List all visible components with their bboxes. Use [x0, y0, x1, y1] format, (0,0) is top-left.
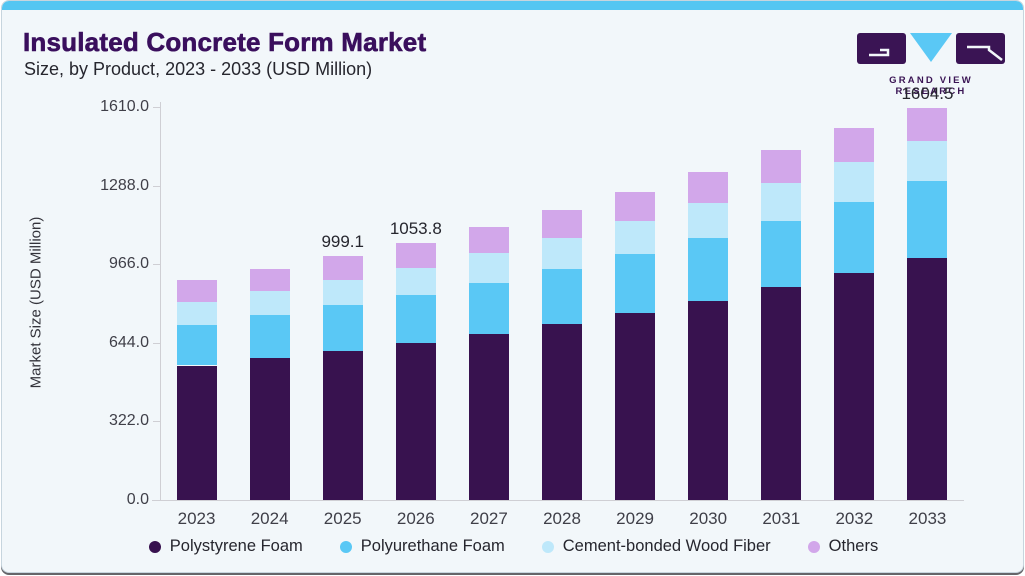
- bar-segment: [907, 258, 948, 500]
- bar-segment: [907, 108, 948, 141]
- bar-segment: [468, 333, 509, 500]
- bar-segment: [395, 267, 436, 295]
- bar-segment: [322, 280, 363, 306]
- bar-segment: [907, 181, 948, 259]
- legend-item: Others: [807, 537, 879, 556]
- bar-segment: [395, 242, 436, 268]
- bar-segment: [322, 305, 363, 352]
- page-subtitle: Size, by Product, 2023 - 2033 (USD Milli…: [24, 59, 373, 79]
- logo-text: GRAND VIEW RESEARCH: [889, 75, 973, 97]
- y-axis-tick-mark: [153, 107, 160, 108]
- bar-segment: [542, 210, 582, 238]
- bar-segment: [176, 301, 217, 325]
- legend-item: Cement-bonded Wood Fiber: [541, 537, 771, 556]
- bar-segment: [761, 220, 802, 288]
- bar-segment: [834, 273, 875, 500]
- bar-segment: [395, 294, 436, 344]
- legend-marker-icon: [807, 540, 820, 553]
- y-axis-tick-label: 0.0: [126, 491, 149, 508]
- x-axis-tick-label: 2033: [908, 509, 947, 528]
- legend-item: Polyurethane Foam: [339, 537, 505, 556]
- chart-legend: Polystyrene Foam Polyurethane Foam Cement-…: [2, 537, 1023, 556]
- bar-segment: [688, 238, 729, 301]
- bar-segment: [834, 201, 875, 274]
- x-axis-tick-label: 2027: [469, 509, 508, 528]
- bar-segment: [468, 282, 509, 334]
- y-axis-tick-mark: [153, 264, 160, 266]
- bar-segment: [468, 253, 509, 283]
- bar-segment: [176, 279, 217, 302]
- bar-segment: [615, 312, 656, 500]
- bar-segment: [468, 227, 509, 254]
- y-axis-tick-label: 966.0: [108, 255, 149, 273]
- legend-item: Polystyrene Foam: [148, 537, 303, 556]
- bar-segment: [322, 256, 363, 281]
- bar-segment: [249, 358, 290, 500]
- x-axis-tick-label: 2032: [835, 509, 874, 528]
- bar-total-label: 1604.5: [901, 84, 954, 104]
- y-axis-tick-label: 1610.0: [100, 98, 149, 115]
- y-axis-line: [160, 102, 161, 500]
- y-axis-title: Market Size (USD Million): [27, 216, 45, 389]
- bar-segment: [249, 268, 290, 292]
- y-axis-tick-label: 1288.0: [100, 176, 149, 194]
- legend-label: Polyurethane Foam: [360, 537, 505, 555]
- bar-segment: [615, 220, 656, 254]
- logo-icon: [857, 33, 1005, 64]
- legend-marker-icon: [339, 540, 352, 553]
- bar-segment: [761, 150, 802, 184]
- y-axis-tick-mark: [153, 421, 160, 423]
- bar-segment: [542, 268, 582, 324]
- x-axis-tick-label: 2023: [177, 509, 216, 528]
- legend-label: Polystyrene Foam: [169, 537, 303, 555]
- bar-segment: [688, 300, 729, 500]
- x-axis-tick-label: 2030: [689, 509, 728, 528]
- x-axis-tick-label: 2026: [396, 509, 435, 528]
- bar-segment: [176, 365, 217, 500]
- bar-segment: [688, 202, 729, 239]
- bar-segment: [542, 237, 582, 269]
- y-axis-tick-label: 322.0: [108, 412, 149, 430]
- bar-segment: [176, 324, 217, 366]
- bar-segment: [542, 323, 582, 500]
- legend-label: Cement-bonded Wood Fiber: [562, 537, 771, 555]
- x-axis-line: [152, 500, 964, 501]
- bar-total-label: 999.1: [321, 232, 364, 252]
- bar-segment: [688, 171, 729, 203]
- y-axis-tick-mark: [153, 500, 160, 501]
- bar-segment: [322, 351, 363, 500]
- page-title: Insulated Concrete Form Market: [23, 27, 427, 58]
- grand-view-research-logo: GRAND VIEW RESEARCH: [855, 29, 1007, 97]
- bar-segment: [395, 343, 436, 500]
- y-axis-tick-mark: [153, 185, 160, 187]
- bar-segment: [907, 140, 948, 182]
- bar-segment: [615, 253, 656, 313]
- x-axis-tick-label: 2025: [323, 509, 362, 528]
- bar-total-label: 1053.8: [389, 218, 442, 238]
- bar-segment: [249, 315, 290, 359]
- bar-segment: [761, 287, 802, 500]
- x-axis-tick-label: 2028: [543, 509, 581, 528]
- y-axis-tick-mark: [153, 342, 160, 344]
- bar-segment: [834, 127, 875, 163]
- y-axis-tick-label: 644.0: [108, 333, 149, 351]
- legend-marker-icon: [541, 540, 554, 553]
- x-axis-tick-label: 2024: [250, 509, 289, 528]
- legend-label: Others: [828, 537, 879, 555]
- x-axis-tick-label: 2031: [762, 509, 801, 528]
- bar-segment: [615, 191, 656, 221]
- legend-marker-icon: [148, 540, 161, 553]
- bar-segment: [834, 162, 875, 202]
- bar-segment: [249, 291, 290, 316]
- bar-segment: [761, 183, 802, 221]
- top-accent-bar: [2, 1, 1023, 10]
- x-axis-tick-label: 2029: [616, 509, 654, 528]
